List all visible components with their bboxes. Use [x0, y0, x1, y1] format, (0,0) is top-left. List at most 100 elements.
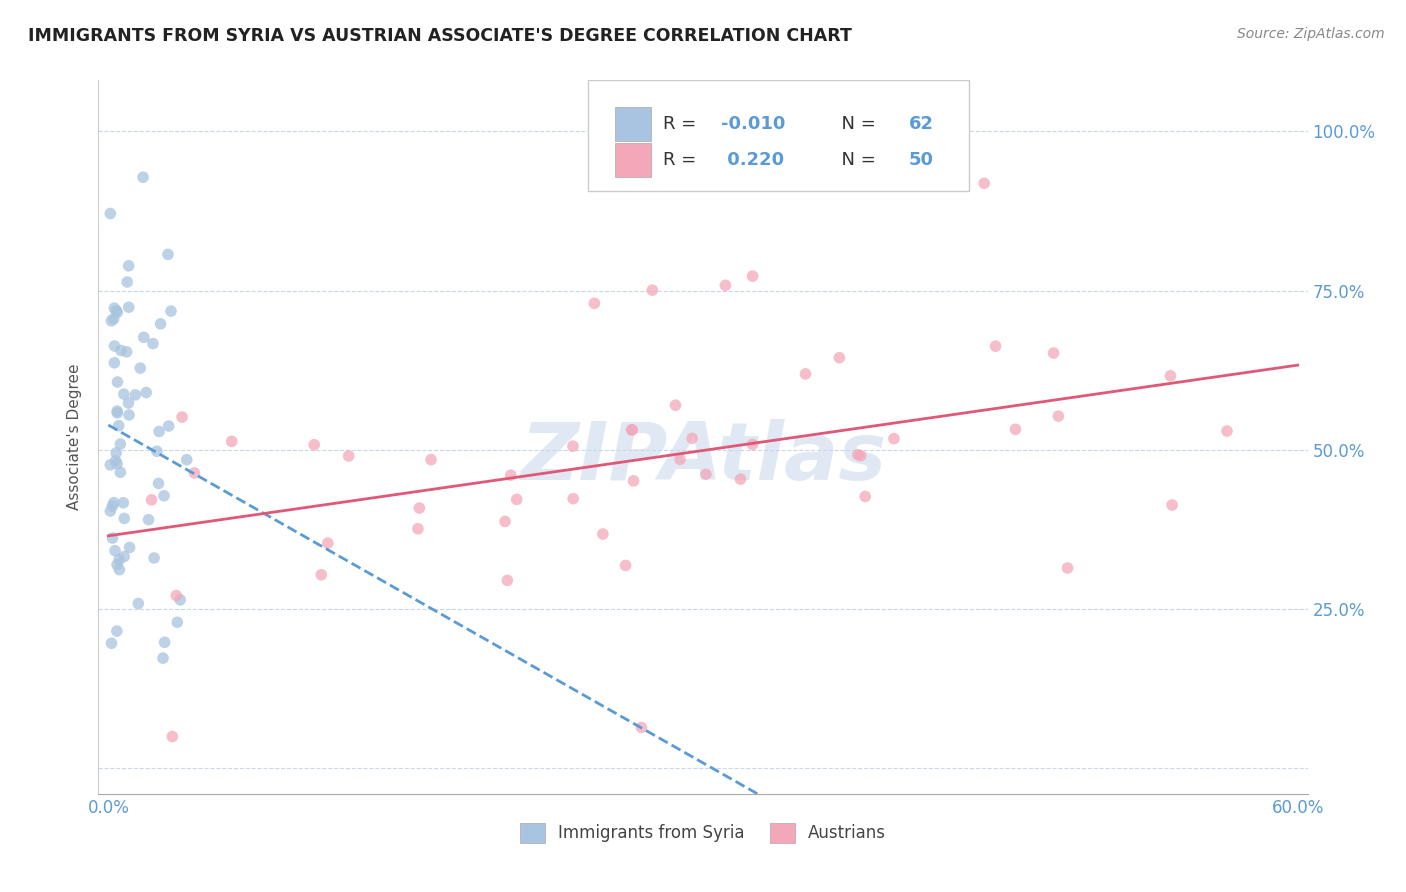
Point	[124, 388, 146, 402]
Point	[103, 496, 125, 510]
Point	[614, 558, 637, 573]
Point	[499, 468, 522, 483]
Point	[98, 206, 121, 220]
Text: Source: ZipAtlas.com: Source: ZipAtlas.com	[1237, 27, 1385, 41]
Point	[115, 275, 138, 289]
Point	[337, 449, 360, 463]
Point	[103, 311, 125, 326]
Point	[152, 651, 174, 665]
Text: ZIPAtlas: ZIPAtlas	[520, 419, 886, 498]
Point	[112, 549, 135, 564]
Point	[695, 467, 717, 482]
Point	[561, 439, 583, 453]
Point	[129, 361, 152, 376]
Point	[170, 410, 193, 425]
Point	[157, 419, 180, 434]
Point	[302, 438, 325, 452]
Point	[105, 446, 128, 460]
Point	[105, 624, 128, 638]
Point	[496, 574, 519, 588]
Point	[669, 452, 692, 467]
Text: R =: R =	[664, 115, 702, 133]
Point	[107, 418, 129, 433]
Point	[98, 504, 121, 518]
Point	[408, 501, 430, 516]
Point	[112, 496, 135, 510]
Point	[115, 344, 138, 359]
Point	[118, 300, 141, 314]
Point	[101, 499, 124, 513]
Point	[105, 404, 128, 418]
Point	[1161, 498, 1184, 512]
Point	[146, 444, 169, 458]
Point	[100, 314, 122, 328]
Point	[98, 458, 121, 472]
Point	[794, 367, 817, 381]
Point	[105, 303, 128, 318]
Point	[110, 437, 132, 451]
Point	[406, 522, 429, 536]
Point	[741, 269, 763, 284]
Y-axis label: Associate's Degree: Associate's Degree	[67, 364, 83, 510]
Point	[112, 511, 135, 525]
Point	[105, 558, 128, 572]
Point	[623, 474, 645, 488]
Point	[149, 317, 172, 331]
Point	[104, 543, 127, 558]
Point	[105, 457, 128, 471]
Text: 62: 62	[908, 115, 934, 133]
Point	[849, 449, 872, 463]
Point	[592, 527, 614, 541]
Point	[127, 597, 149, 611]
Point	[221, 434, 243, 449]
Point	[156, 247, 179, 261]
Point	[100, 636, 122, 650]
Point	[103, 356, 125, 370]
Text: N =: N =	[830, 115, 882, 133]
Point	[681, 431, 703, 445]
Point	[118, 408, 141, 422]
Point	[118, 541, 141, 555]
Point	[1004, 422, 1026, 436]
Point	[630, 721, 652, 735]
Point	[1056, 561, 1078, 575]
Point	[620, 423, 643, 437]
Point	[142, 336, 165, 351]
Point	[141, 492, 163, 507]
Text: 50: 50	[908, 151, 934, 169]
Point	[1159, 368, 1181, 383]
Point	[153, 489, 176, 503]
Point	[110, 465, 132, 479]
Point	[714, 278, 737, 293]
Point	[162, 730, 184, 744]
Point	[853, 490, 876, 504]
Point	[169, 592, 191, 607]
Point	[108, 553, 131, 567]
Text: 0.220: 0.220	[721, 151, 785, 169]
Point	[148, 425, 170, 439]
Point	[1047, 409, 1070, 423]
Point	[105, 305, 128, 319]
Point	[143, 551, 166, 566]
Text: R =: R =	[664, 151, 702, 169]
Point	[730, 472, 752, 486]
Point	[420, 452, 443, 467]
Point	[494, 515, 516, 529]
FancyBboxPatch shape	[614, 143, 651, 177]
Point	[101, 531, 124, 545]
Text: N =: N =	[830, 151, 882, 169]
Point	[562, 491, 585, 506]
Point	[107, 375, 129, 389]
Text: -0.010: -0.010	[721, 115, 786, 133]
Point	[112, 387, 135, 401]
Point	[138, 513, 160, 527]
Point	[1042, 346, 1064, 360]
Point	[506, 492, 529, 507]
Point	[153, 635, 176, 649]
Point	[117, 396, 139, 410]
FancyBboxPatch shape	[614, 107, 651, 141]
Point	[846, 448, 869, 462]
Point	[741, 437, 763, 451]
Point	[828, 351, 851, 365]
Point	[103, 301, 125, 315]
